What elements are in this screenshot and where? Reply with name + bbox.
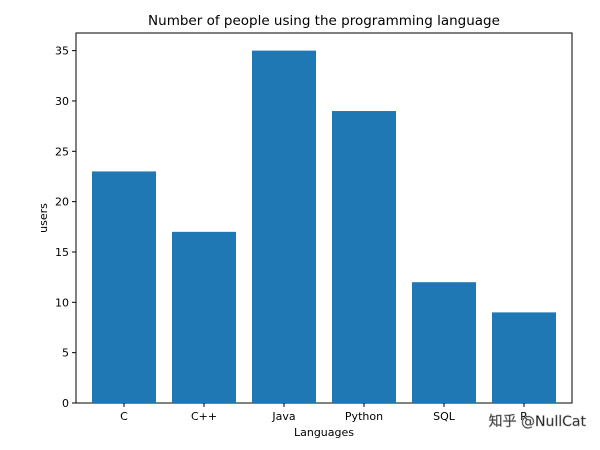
bar-python [332, 111, 396, 403]
x-tick-label: SQL [433, 410, 456, 423]
x-tick-label: Java [271, 410, 295, 423]
bar-r [492, 312, 556, 403]
y-tick-label: 15 [55, 246, 69, 259]
x-tick-label: R [520, 410, 528, 423]
watermark-text: 知乎 @NullCat [489, 413, 587, 430]
x-axis-label: Languages [294, 426, 354, 439]
bar-java [252, 50, 316, 403]
bar-cplusplus [172, 231, 236, 403]
y-tick-label: 10 [55, 296, 69, 309]
y-axis-label: users [37, 203, 50, 233]
y-tick-label: 0 [62, 397, 69, 410]
y-tick-label: 25 [55, 145, 69, 158]
bars-group [92, 50, 556, 403]
y-axis-ticks: 0 5 10 15 20 25 30 35 [55, 45, 76, 410]
x-tick-label: C [120, 410, 128, 423]
chart-title: Number of people using the programming l… [148, 13, 500, 29]
x-axis-ticks: C C++ Java Python SQL R [120, 403, 528, 423]
bar-sql [412, 282, 476, 403]
bar-c [92, 171, 156, 403]
y-tick-label: 35 [55, 45, 69, 58]
x-tick-label: C++ [191, 410, 217, 423]
x-tick-label: Python [345, 410, 383, 423]
y-tick-label: 30 [55, 95, 69, 108]
y-tick-label: 20 [55, 196, 69, 209]
plot-area-frame [75, 32, 573, 404]
y-tick-label: 5 [62, 347, 69, 360]
